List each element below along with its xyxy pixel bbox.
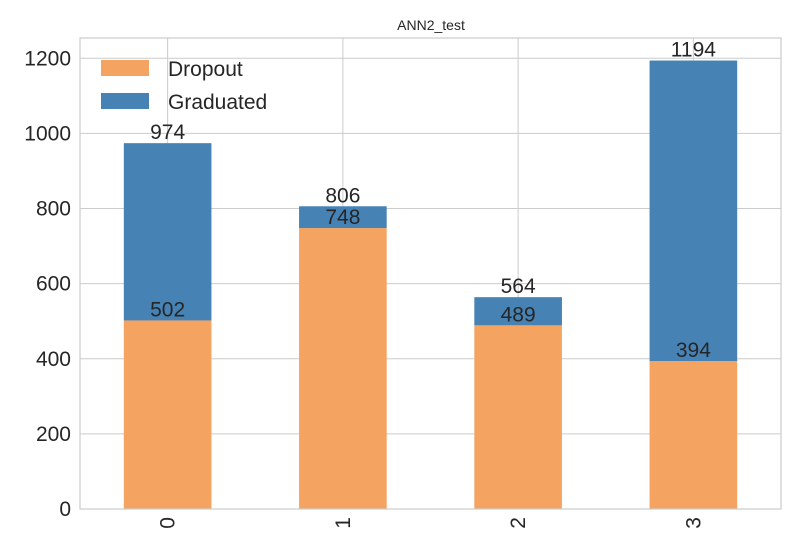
y-tick-label-2: 400 [36, 348, 71, 371]
legend-label-dropout: Dropout [168, 58, 243, 81]
chart-title: ANN2_test [397, 17, 465, 33]
bar-graduated-0 [123, 143, 212, 321]
y-tick-label-6: 1200 [24, 47, 71, 70]
data-label-dropout-3: 394 [676, 339, 711, 362]
bar-graduated-1 [299, 206, 387, 229]
x-tick-label-1: 1 [332, 517, 355, 529]
legend-label-graduated: Graduated [168, 91, 267, 114]
x-tick-label-2: 2 [507, 517, 530, 529]
x-tick-label-0: 0 [157, 517, 180, 529]
data-label-dropout-2: 489 [501, 303, 536, 326]
legend: Dropout Graduated [101, 58, 267, 114]
bar-dropout-2 [474, 325, 562, 509]
y-axis-ticks: 0 200 400 600 800 1000 1200 [24, 47, 71, 521]
legend-swatch-graduated [101, 93, 149, 109]
plot-frame [79, 37, 782, 510]
data-label-graduated-3: 1194 [671, 39, 716, 62]
x-axis-ticks: 0 1 2 3 [157, 517, 706, 529]
bar-graduated-3 [649, 60, 738, 362]
y-tick-label-1: 200 [36, 423, 71, 446]
bar-dropout-3 [649, 361, 738, 509]
data-label-dropout-1: 748 [325, 206, 360, 229]
data-label-graduated-2: 564 [501, 275, 536, 298]
data-label-graduated-0: 974 [150, 121, 185, 144]
bars-group [123, 60, 738, 510]
bar-dropout-1 [299, 228, 387, 510]
y-tick-label-4: 800 [36, 198, 71, 221]
legend-swatch-dropout [101, 60, 149, 76]
y-tick-label-3: 600 [36, 273, 71, 296]
bar-dropout-0 [123, 320, 212, 509]
bar-graduated-2 [474, 297, 562, 326]
data-label-dropout-0: 502 [150, 298, 185, 321]
y-tick-label-0: 0 [59, 498, 71, 521]
data-label-graduated-1: 806 [325, 184, 360, 207]
y-tick-label-5: 1000 [24, 122, 71, 145]
x-tick-label-3: 3 [682, 517, 705, 529]
